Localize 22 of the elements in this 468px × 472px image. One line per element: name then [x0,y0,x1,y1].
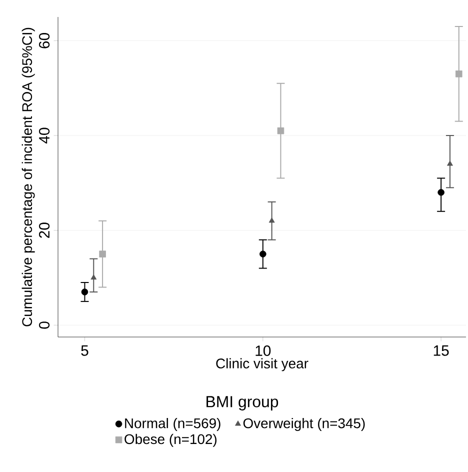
y-tick-label: 40 [38,128,50,144]
legend-label: Obese (n=102) [124,434,216,447]
point [455,70,462,78]
point [447,160,453,166]
legend-label: Overweight (n=345) [243,418,365,431]
y-tick-label: 60 [38,32,50,48]
y-tick-label: 0 [38,322,50,329]
point [81,288,88,296]
legend-title: BMI group [206,396,278,410]
point [260,250,266,258]
point [438,189,444,196]
x-tick-label: 10 [256,345,271,356]
y-tick-label: 20 [38,222,50,238]
point [90,274,97,280]
x-axis-title: Clinic visit year [216,358,308,372]
point [277,127,284,134]
point [99,250,106,258]
y-axis-title: Cumulative percentage of incident ROA (95%CI) [22,28,35,326]
x-tick-label: 15 [434,345,449,356]
point [268,217,275,223]
legend-label: Normal (n=569) [125,418,220,431]
x-tick-label: 5 [81,345,88,356]
